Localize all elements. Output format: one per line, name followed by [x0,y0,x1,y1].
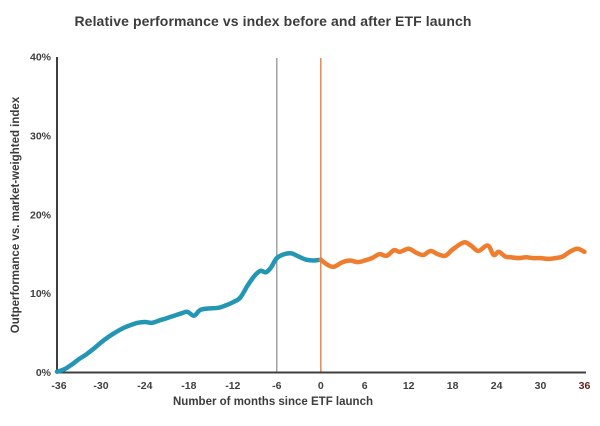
y-tick-label: 30% [30,130,52,142]
y-tick-label: 20% [30,209,52,221]
x-tick-label: 6 [362,380,368,392]
x-tick-label: 36 [579,380,591,392]
x-tick-label: 30 [535,380,547,392]
x-tick-label: -12 [225,380,240,392]
y-tick-label: 0% [36,367,52,379]
x-tick-label: -30 [93,380,108,392]
x-tick-label: 18 [447,380,459,392]
x-tick-label: -6 [272,380,281,392]
y-tick-label: 40% [30,52,52,64]
x-tick-label: 24 [491,380,503,392]
x-tick-label: -36 [51,380,66,392]
series-line-before-ETF-launch [54,250,324,374]
x-tick-label: 0 [318,380,324,392]
x-tick-label: -24 [137,380,152,392]
x-tick-label: -18 [181,380,196,392]
x-axis-label: Number of months since ETF launch [173,396,373,408]
chart-title: Relative performance vs index before and… [74,13,472,29]
x-tick-label: 12 [403,380,415,392]
y-tick-label: 10% [30,288,52,300]
y-axis-label: Outperformance vs. market-weighted index [10,96,22,334]
series-line-after-ETF-launch [318,240,587,270]
